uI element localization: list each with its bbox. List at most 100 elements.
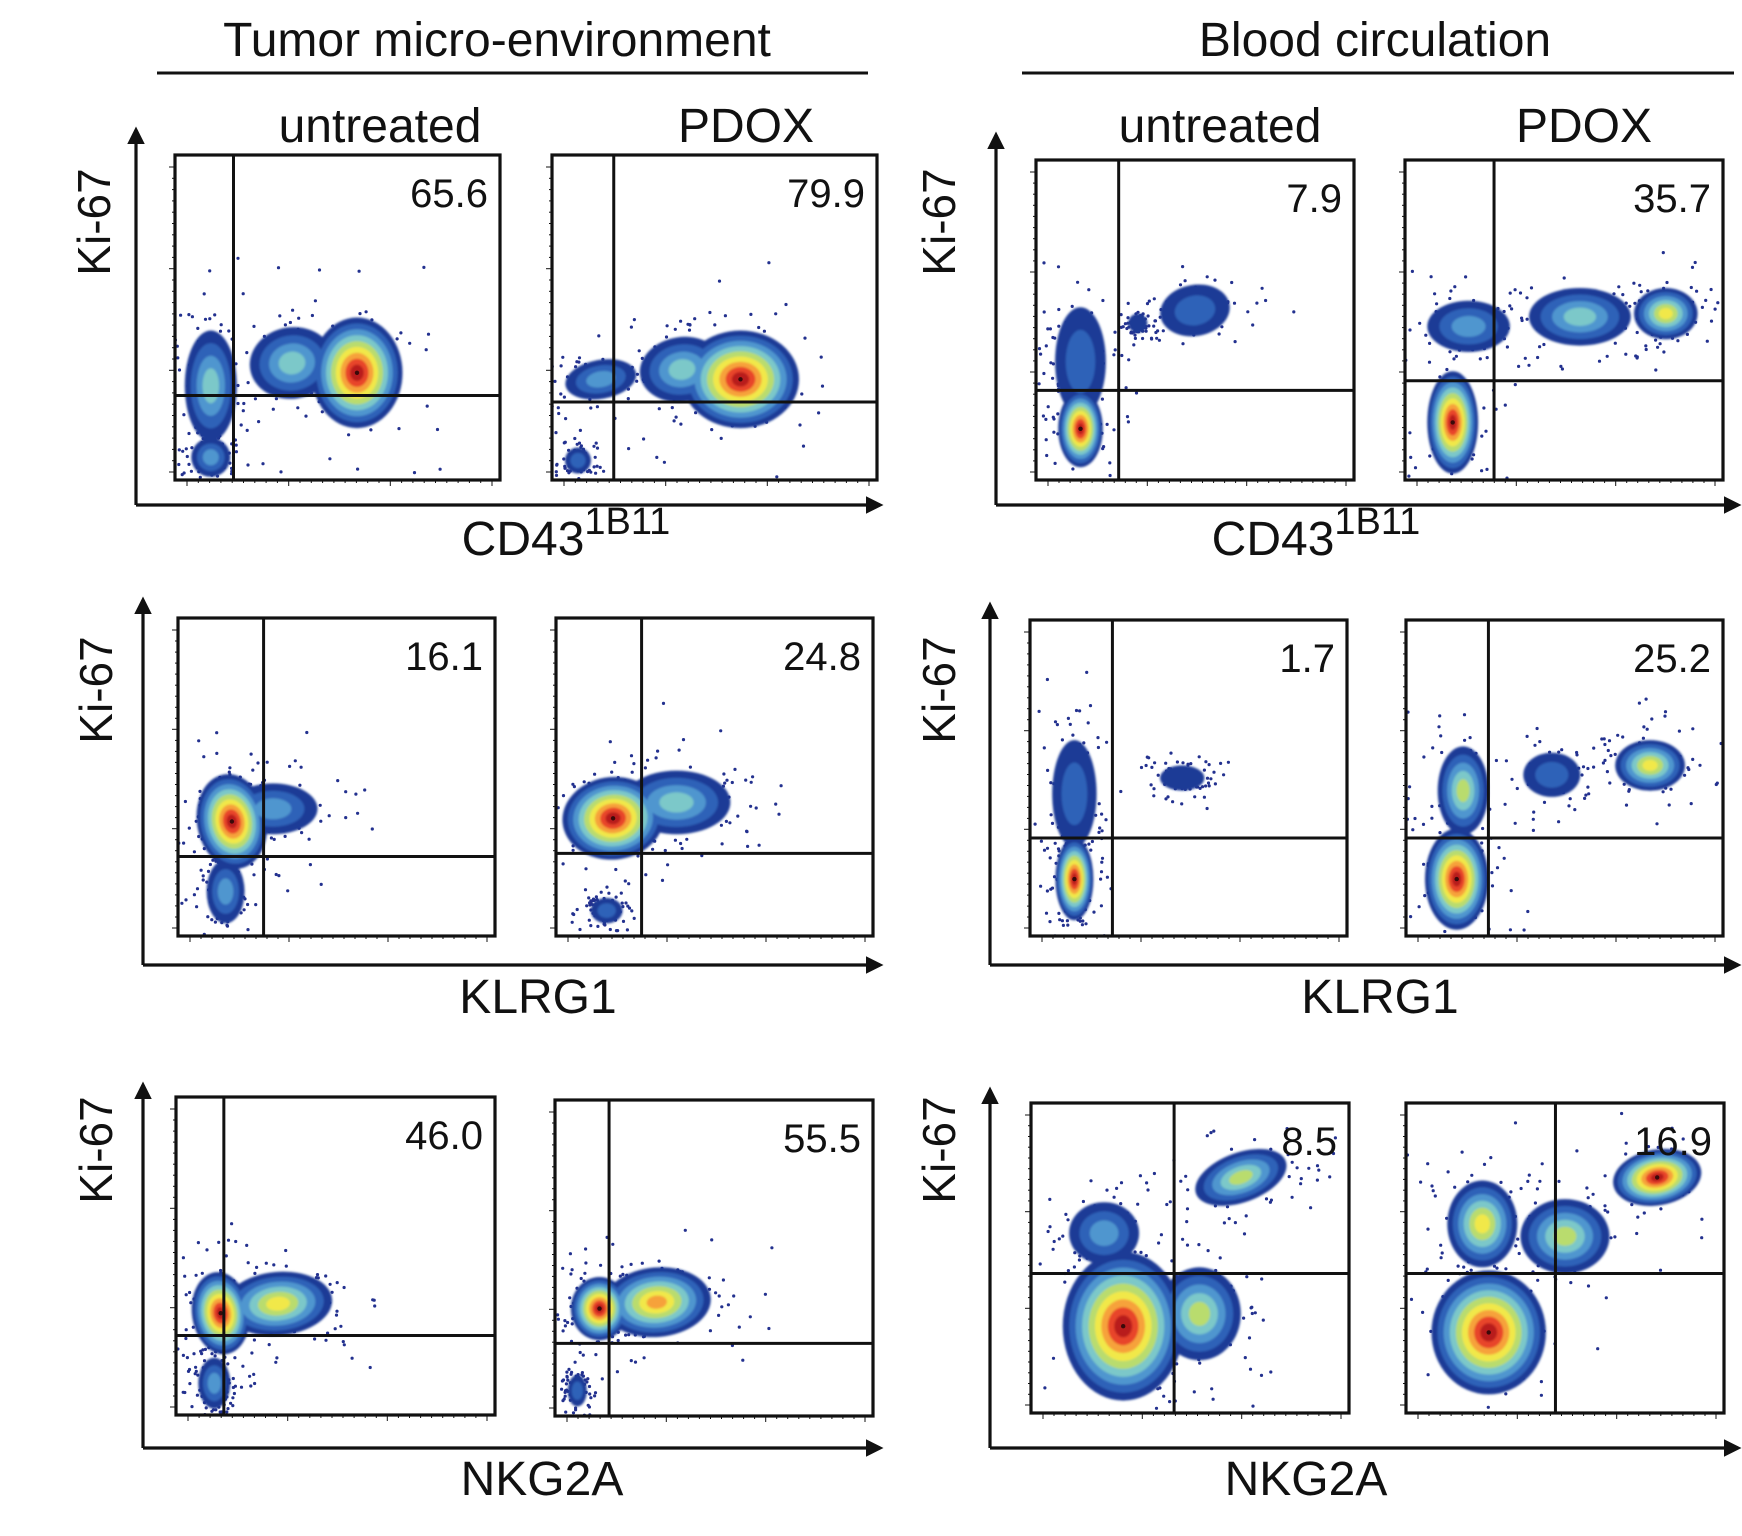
event-dot <box>1620 1111 1624 1116</box>
event-dot <box>274 397 278 401</box>
event-dot <box>1683 773 1687 777</box>
event-dot <box>1046 768 1050 773</box>
event-dot <box>1409 455 1413 459</box>
event-dot <box>206 869 211 874</box>
event-dot <box>593 455 597 459</box>
event-dot <box>733 767 737 772</box>
event-dot <box>318 803 322 807</box>
event-dot <box>605 885 609 889</box>
x-axis-label: KLRG1 <box>1301 971 1458 1024</box>
event-dot <box>1603 758 1607 763</box>
event-dot <box>618 1274 622 1278</box>
event-dot <box>1129 330 1133 334</box>
event-dot <box>1041 414 1045 418</box>
event-dot <box>543 839 546 842</box>
event-dot <box>1617 285 1621 289</box>
event-dot <box>1097 830 1101 835</box>
event-dot <box>775 475 779 479</box>
event-dot <box>1045 846 1050 850</box>
event-dot <box>1443 929 1447 934</box>
event-dot <box>1686 766 1690 770</box>
event-dot <box>275 1356 279 1360</box>
condition-label-blood-untreated: untreated <box>1119 100 1322 153</box>
event-dot <box>408 341 412 345</box>
event-dot <box>585 1380 589 1384</box>
event-dot <box>1120 353 1124 358</box>
event-dot <box>202 495 205 498</box>
event-dot <box>373 492 376 495</box>
event-dot <box>569 1372 573 1376</box>
event-dot <box>1425 1267 1429 1271</box>
event-dot <box>819 355 823 359</box>
event-dot <box>562 457 566 461</box>
event-dot <box>315 1273 320 1277</box>
event-dot <box>1145 1181 1149 1185</box>
event-dot <box>594 895 599 899</box>
event-dot <box>1092 910 1096 914</box>
event-dot <box>1453 1185 1457 1189</box>
event-dot <box>1042 310 1046 314</box>
event-dot <box>1248 1367 1253 1371</box>
quadrant-percentage: 16.9 <box>1634 1120 1712 1164</box>
event-dot <box>1158 1433 1161 1436</box>
event-dot <box>707 1276 711 1280</box>
event-dot <box>642 1356 646 1360</box>
event-dot <box>1426 1162 1430 1166</box>
event-dot <box>1504 1267 1508 1271</box>
event-dot <box>801 444 806 448</box>
event-dot <box>242 401 246 406</box>
event-dot <box>748 1315 752 1319</box>
density-plot-panel: 24.8 <box>543 616 875 942</box>
event-dot <box>1646 289 1650 293</box>
event-dot <box>1268 1200 1272 1204</box>
event-dot <box>1427 360 1432 364</box>
event-dot <box>231 1385 235 1390</box>
event-dot <box>1559 364 1563 368</box>
event-dot <box>642 437 646 441</box>
event-dot <box>344 790 348 794</box>
event-dot <box>253 1271 257 1275</box>
event-dot <box>1517 364 1521 368</box>
event-dot <box>1186 762 1190 766</box>
density-peak <box>218 1311 223 1316</box>
event-dot <box>226 1407 230 1411</box>
event-dot <box>547 1311 550 1314</box>
event-dot <box>1586 1284 1591 1288</box>
event-dot <box>1037 709 1041 714</box>
event-dot <box>279 470 283 474</box>
event-dot <box>1081 919 1085 923</box>
event-dot <box>1400 946 1403 949</box>
event-dot <box>719 729 723 733</box>
event-dot <box>589 924 593 928</box>
event-dot <box>313 1337 317 1341</box>
event-dot <box>1046 327 1050 331</box>
event-dot <box>1638 283 1642 287</box>
event-dot <box>599 890 603 894</box>
density-contour <box>597 903 616 918</box>
event-dot <box>320 410 324 414</box>
event-dot <box>1408 431 1412 435</box>
event-dot <box>551 829 554 832</box>
event-dot <box>283 323 287 327</box>
event-dot <box>182 841 186 845</box>
event-dot <box>1609 1236 1613 1240</box>
event-dot <box>208 317 212 321</box>
event-dot <box>1600 737 1604 741</box>
event-dot <box>1517 1251 1521 1256</box>
event-dot <box>181 449 185 453</box>
event-dot <box>1583 796 1587 801</box>
event-dot <box>1048 1225 1052 1229</box>
event-dot <box>234 443 238 447</box>
event-dot <box>646 758 650 762</box>
x-axis-label: CD431B11 <box>462 501 671 566</box>
quadrant-percentage: 8.5 <box>1281 1120 1337 1164</box>
density-plot-panel: 16.9 <box>1400 1101 1726 1419</box>
event-dot <box>1557 750 1561 754</box>
event-dot <box>591 898 595 903</box>
event-dot <box>1532 810 1536 814</box>
event-dot <box>615 1370 620 1374</box>
event-dot <box>425 404 429 408</box>
event-dot <box>216 485 219 488</box>
event-dot <box>1654 368 1658 372</box>
event-dot <box>1527 363 1531 367</box>
